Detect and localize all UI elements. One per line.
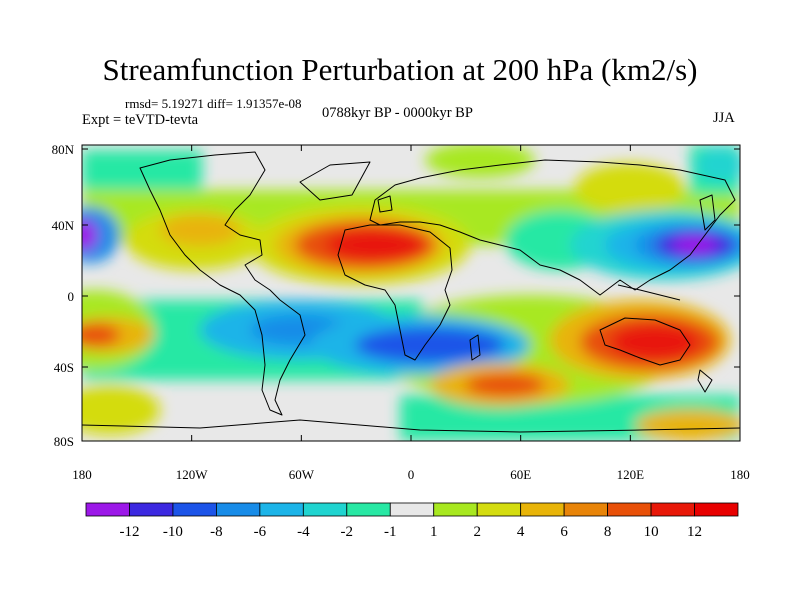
experiment-label: Expt = teVTD-tevta (82, 112, 199, 128)
rmsd-diff-stats: rmsd= 5.19271 diff= 1.91357e-08 (125, 96, 302, 111)
lon-tick-label: 60W (289, 467, 315, 482)
lon-tick-label: 120E (617, 467, 645, 482)
lat-tick-label: 40S (54, 360, 74, 375)
streamfunction-field (82, 145, 740, 441)
lat-tick-label: 40N (52, 218, 75, 233)
lat-tick-label: 80S (54, 434, 74, 449)
lat-tick-label: 0 (68, 289, 75, 304)
longitude-axis: 180 120W 60W 0 60E 120E 180 (72, 145, 750, 482)
lon-tick-label: 180 (72, 467, 92, 482)
latitude-axis: 80N 40N 0 40S 80S (52, 142, 740, 449)
lat-tick-label: 80N (52, 142, 75, 157)
plot-title: Streamfunction Perturbation at 200 hPa (… (102, 52, 698, 87)
season-label: JJA (713, 110, 735, 126)
lon-tick-label: 120W (176, 467, 209, 482)
period-label: 0788kyr BP - 0000kyr BP (322, 105, 473, 121)
lon-tick-label: 0 (408, 467, 415, 482)
lon-tick-label: 60E (510, 467, 531, 482)
lon-tick-label: 180 (730, 467, 750, 482)
coastlines (82, 151, 740, 433)
